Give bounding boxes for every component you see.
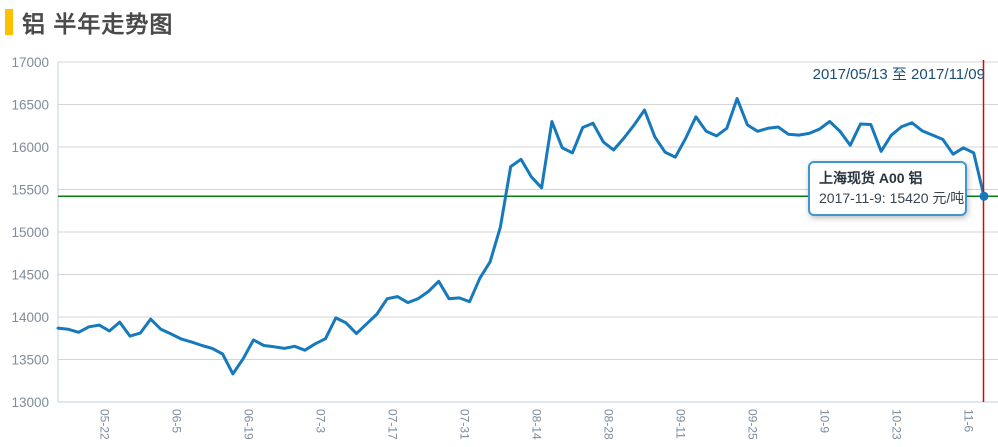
- x-axis-label: 09-25: [746, 409, 760, 440]
- date-range-label: 2017/05/13 至 2017/11/09: [812, 66, 985, 83]
- x-axis-label: 11-6: [962, 409, 976, 432]
- x-axis-label: 08-14: [529, 409, 543, 440]
- x-axis-label: 07-31: [457, 409, 471, 440]
- end-point-dot: [979, 191, 989, 201]
- page-title: 铝 半年走势图: [22, 11, 174, 37]
- y-axis-label: 14000: [11, 310, 49, 325]
- y-axis-label: 16000: [11, 140, 49, 155]
- tooltip-value: 2017-11-9: 15420 元/吨: [819, 190, 965, 206]
- y-axis-label: 15500: [11, 183, 49, 198]
- y-axis-label: 13000: [11, 395, 49, 410]
- x-axis-label: 07-3: [313, 409, 327, 433]
- y-axis-label: 14500: [11, 268, 49, 283]
- title-accent-bar: [5, 9, 13, 35]
- tooltip: 上海现货 A00 铝 2017-11-9: 15420 元/吨: [808, 161, 967, 216]
- y-axis-label: 16500: [11, 98, 49, 113]
- x-axis-label: 07-17: [385, 409, 399, 440]
- tooltip-series-name: 上海现货 A00 铝: [819, 170, 923, 186]
- x-axis-label: 10-23: [890, 409, 904, 440]
- x-axis-label: 09-11: [673, 409, 687, 439]
- y-axis-label: 15000: [11, 225, 49, 240]
- y-axis-label: 17000: [11, 55, 49, 70]
- x-axis-label: 05-22: [97, 409, 111, 440]
- x-axis-label: 06-5: [169, 409, 183, 433]
- x-axis-label: 06-19: [241, 409, 255, 440]
- x-axis-label: 08-28: [601, 409, 615, 440]
- price-line: [56, 97, 986, 376]
- x-axis-label: 10-9: [818, 409, 832, 433]
- y-axis-label: 13500: [11, 353, 49, 368]
- plot-area[interactable]: [58, 62, 998, 402]
